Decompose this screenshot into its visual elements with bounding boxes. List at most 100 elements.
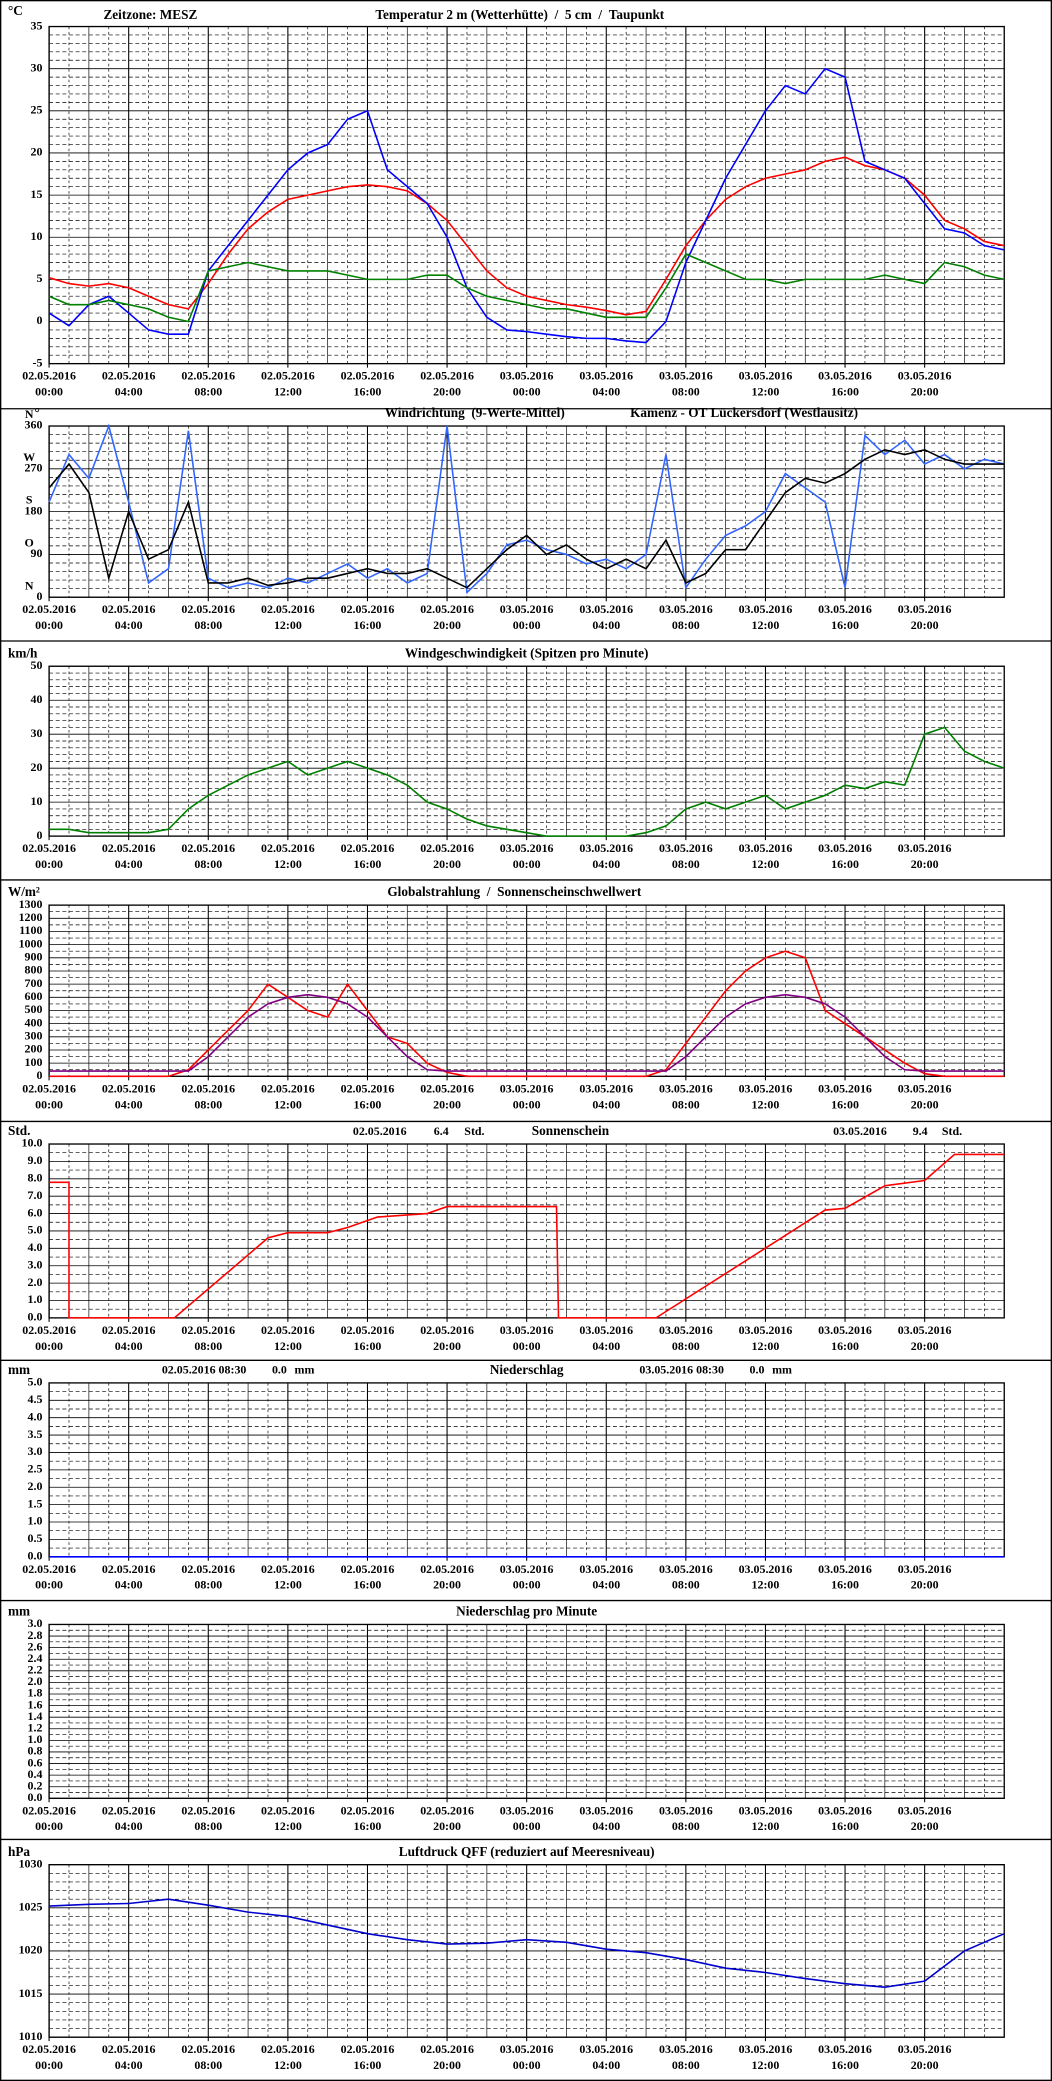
x-tick-date: 03.05.2016	[739, 1323, 793, 1337]
unit-label: mm	[8, 1604, 30, 1619]
y-tick-label: 2.6	[28, 1639, 43, 1653]
x-tick-date: 02.05.2016	[181, 841, 235, 855]
x-tick-date: 02.05.2016	[420, 602, 474, 616]
x-tick-label: 08:00	[672, 385, 700, 399]
x-tick-label: 04:00	[592, 618, 620, 632]
x-tick-label: 12:00	[752, 385, 780, 399]
y-tick-label: 360	[25, 418, 43, 432]
x-tick-label: 04:00	[115, 618, 143, 632]
x-tick-label: 16:00	[831, 1097, 859, 1111]
x-tick-date: 03.05.2016	[739, 602, 793, 616]
x-tick-label: 08:00	[672, 1819, 700, 1833]
x-tick-label: 04:00	[115, 857, 143, 871]
x-tick-label: 16:00	[831, 1819, 859, 1833]
unit-label: °	[34, 405, 39, 420]
unit-label: Std.	[8, 1123, 30, 1138]
x-tick-date: 02.05.2016	[102, 1562, 156, 1576]
total-unit: Std.	[464, 1124, 484, 1138]
x-tick-date: 02.05.2016	[22, 1562, 76, 1576]
y-tick-label: 3.0	[28, 1444, 43, 1458]
x-tick-date: 03.05.2016	[659, 369, 713, 383]
y-tick-label: 20	[31, 760, 43, 774]
unit-label: °C	[8, 3, 23, 18]
x-tick-label: 08:00	[194, 1097, 222, 1111]
x-tick-label: 16:00	[354, 618, 382, 632]
y-tick-label: 1100	[19, 923, 42, 937]
series-line	[48, 156, 1005, 316]
y-tick-label: 4.0	[28, 1409, 43, 1423]
x-tick-date: 03.05.2016	[659, 1562, 713, 1576]
y-tick-label: 6.0	[28, 1205, 43, 1219]
x-tick-date: 03.05.2016	[898, 2042, 952, 2056]
y-tick-label: 1.8	[28, 1686, 43, 1700]
x-tick-label: 16:00	[831, 2058, 859, 2072]
y-tick-label: 4.0	[28, 1240, 43, 1254]
x-tick-date: 02.05.2016	[261, 369, 315, 383]
y-tick-label: 0	[36, 828, 42, 842]
total-date: 03.05.2016 08:30	[639, 1363, 724, 1377]
x-tick-label: 20:00	[911, 1339, 939, 1353]
y-tick-label: 5.0	[28, 1223, 43, 1237]
x-tick-date: 02.05.2016	[261, 2042, 315, 2056]
legend-entry: /	[597, 7, 602, 22]
x-tick-date: 02.05.2016	[181, 1081, 235, 1095]
x-tick-date: 02.05.2016	[102, 1081, 156, 1095]
x-tick-label: 16:00	[831, 1578, 859, 1592]
x-tick-date: 02.05.2016	[22, 1323, 76, 1337]
y-tick-label: 3.0	[28, 1616, 43, 1630]
y-tick-label: 5	[36, 271, 42, 285]
y-tick-label: 10	[31, 229, 43, 243]
x-tick-date: 03.05.2016	[898, 1081, 952, 1095]
x-tick-label: 00:00	[35, 1097, 63, 1111]
x-tick-label: 20:00	[433, 857, 461, 871]
x-tick-label: 20:00	[911, 857, 939, 871]
x-tick-date: 02.05.2016	[102, 602, 156, 616]
x-tick-label: 00:00	[35, 1339, 63, 1353]
y-tick-label: 800	[25, 963, 43, 977]
x-tick-label: 12:00	[752, 1097, 780, 1111]
x-tick-label: 16:00	[831, 618, 859, 632]
x-tick-label: 04:00	[115, 1578, 143, 1592]
x-tick-label: 00:00	[513, 1578, 541, 1592]
x-tick-date: 03.05.2016	[579, 1562, 633, 1576]
x-tick-date: 03.05.2016	[818, 1562, 872, 1576]
x-tick-label: 04:00	[592, 2058, 620, 2072]
y-tick-label: 15	[31, 187, 43, 201]
x-tick-label: 12:00	[274, 385, 302, 399]
x-tick-date: 03.05.2016	[579, 841, 633, 855]
x-tick-label: 12:00	[752, 1819, 780, 1833]
x-tick-label: 16:00	[831, 385, 859, 399]
x-tick-date: 02.05.2016	[102, 841, 156, 855]
y-tick-label: 2.4	[28, 1651, 43, 1665]
x-tick-label: 08:00	[672, 618, 700, 632]
chart-title: Niederschlag	[490, 1362, 564, 1377]
y-tick-label: 50	[31, 658, 43, 672]
x-tick-date: 03.05.2016	[579, 1323, 633, 1337]
x-tick-date: 02.05.2016	[102, 1323, 156, 1337]
legend-entry: Windrichtung	[385, 405, 465, 420]
x-tick-label: 12:00	[274, 618, 302, 632]
x-tick-date: 02.05.2016	[261, 1562, 315, 1576]
y-tick-label: 1.0	[28, 1514, 43, 1528]
y-tick-label: 0.6	[28, 1755, 43, 1769]
y-tick-label: 1.5	[28, 1496, 43, 1510]
y-tick-label: 0	[36, 313, 42, 327]
y-tick-label: 1030	[19, 1856, 43, 1870]
x-tick-label: 20:00	[911, 618, 939, 632]
x-tick-date: 02.05.2016	[261, 841, 315, 855]
x-tick-date: 03.05.2016	[500, 1562, 554, 1576]
x-tick-label: 16:00	[354, 1819, 382, 1833]
legend-entry: /	[554, 7, 559, 22]
plot-frame	[48, 665, 1005, 837]
series-line	[48, 448, 1005, 589]
x-tick-date: 03.05.2016	[818, 2042, 872, 2056]
total-value: 0.0	[750, 1363, 765, 1377]
x-tick-label: 08:00	[194, 385, 222, 399]
x-tick-date: 02.05.2016	[261, 602, 315, 616]
x-tick-label: 08:00	[194, 857, 222, 871]
x-tick-date: 03.05.2016	[659, 841, 713, 855]
y-tick-label: 7.0	[28, 1188, 43, 1202]
x-tick-date: 03.05.2016	[898, 1562, 952, 1576]
total-value: 6.4	[434, 1124, 449, 1138]
